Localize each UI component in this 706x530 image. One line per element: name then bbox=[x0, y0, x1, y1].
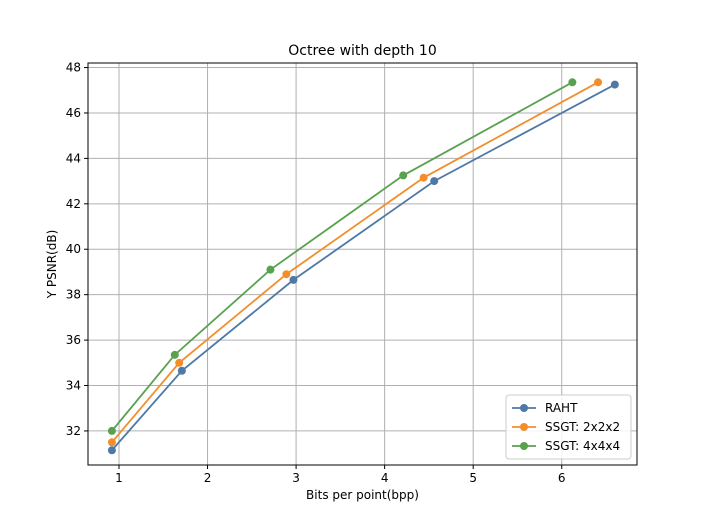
legend: RAHT SSGT: 2x2x2 SSGT: 4x4x4 bbox=[505, 394, 632, 460]
data-point bbox=[594, 78, 603, 87]
y-tick-label: 38 bbox=[66, 288, 81, 302]
y-tick-label: 46 bbox=[66, 106, 81, 120]
data-point bbox=[610, 80, 619, 89]
x-tick-label: 3 bbox=[292, 471, 300, 485]
y-tick-label: 32 bbox=[66, 424, 81, 438]
data-point bbox=[399, 171, 408, 180]
y-tick-label: 34 bbox=[66, 379, 81, 393]
y-tick-label: 48 bbox=[66, 61, 81, 75]
data-point bbox=[568, 78, 577, 87]
data-point bbox=[177, 366, 186, 375]
data-point bbox=[107, 426, 116, 435]
data-point bbox=[107, 446, 116, 455]
legend-item: RAHT bbox=[512, 401, 578, 415]
series-line bbox=[111, 81, 599, 443]
series-0 bbox=[107, 80, 619, 455]
data-point bbox=[175, 358, 184, 367]
x-tick-label: 4 bbox=[381, 471, 389, 485]
chart-title: Octree with depth 10 bbox=[288, 43, 437, 59]
series-1 bbox=[107, 78, 603, 447]
x-axis-label: Bits per point(bpp) bbox=[306, 488, 419, 502]
legend-marker bbox=[520, 404, 528, 412]
legend-item: SSGT: 4x4x4 bbox=[512, 439, 620, 453]
legend-box bbox=[505, 394, 632, 460]
data-point bbox=[107, 438, 116, 447]
y-tick-label: 42 bbox=[66, 197, 81, 211]
data-point bbox=[289, 275, 298, 284]
series-layer bbox=[107, 78, 619, 455]
y-tick-label: 44 bbox=[66, 151, 81, 165]
data-point bbox=[419, 173, 428, 182]
y-tick-label: 36 bbox=[66, 333, 81, 347]
legend-marker bbox=[520, 423, 528, 431]
legend-marker bbox=[520, 442, 528, 450]
x-tick-label: 5 bbox=[469, 471, 477, 485]
series-2 bbox=[107, 78, 577, 435]
legend-item: SSGT: 2x2x2 bbox=[512, 420, 620, 434]
legend-label: SSGT: 2x2x2 bbox=[545, 420, 620, 434]
x-tick-label: 1 bbox=[115, 471, 123, 485]
legend-label: RAHT bbox=[545, 401, 578, 415]
grid bbox=[88, 63, 637, 465]
plot-frame bbox=[87, 62, 638, 466]
y-axis-label: Y PSNR(dB) bbox=[45, 230, 59, 300]
x-tick-label: 6 bbox=[558, 471, 566, 485]
y-tick-label: 40 bbox=[66, 242, 81, 256]
data-point bbox=[282, 270, 291, 279]
legend-label: SSGT: 4x4x4 bbox=[545, 439, 620, 453]
data-point bbox=[430, 177, 439, 186]
x-tick-label: 2 bbox=[204, 471, 212, 485]
data-point bbox=[266, 265, 275, 274]
data-point bbox=[170, 350, 179, 359]
